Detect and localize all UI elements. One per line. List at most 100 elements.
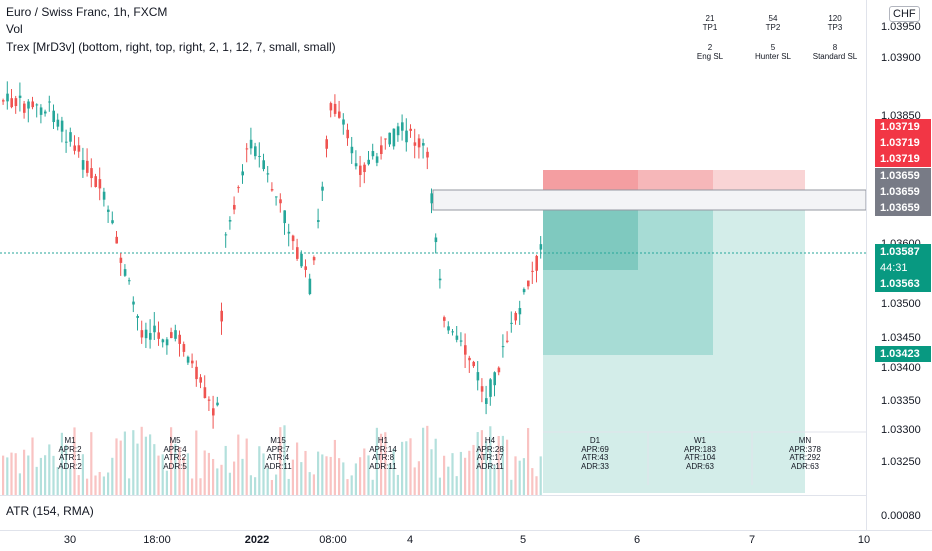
atr-legend[interactable]: ATR (154, RMA) bbox=[6, 504, 94, 518]
candle-body bbox=[212, 408, 215, 416]
timeframe-adr: ADR:63 bbox=[685, 461, 714, 471]
volume-bar bbox=[115, 438, 118, 495]
volume-bar bbox=[489, 426, 492, 495]
volume-bar bbox=[493, 464, 496, 495]
timeframe-stats-m1: M1 APR:2 ATR:1 ADR:2 bbox=[35, 436, 105, 471]
time-label: 4 bbox=[406, 534, 414, 546]
volume-bar bbox=[501, 435, 504, 495]
candle-body bbox=[409, 128, 412, 131]
price-axis[interactable]: CHF 1.03950 1.03900 1.03850 1.03600 1.03… bbox=[866, 0, 932, 530]
atr-pane[interactable]: ATR (154, RMA) bbox=[0, 495, 866, 531]
candle-body bbox=[136, 315, 139, 318]
volume-bar bbox=[350, 475, 353, 495]
candle-body bbox=[539, 244, 543, 250]
candle-body bbox=[249, 139, 253, 149]
timeframe-atr: ATR:4 bbox=[266, 453, 290, 463]
candle-body bbox=[31, 101, 34, 108]
volume-bar bbox=[52, 455, 55, 495]
volume-bar bbox=[107, 472, 110, 495]
volume-bar bbox=[434, 438, 437, 495]
candle-body bbox=[287, 231, 291, 234]
volume-bar bbox=[275, 474, 278, 495]
time-label: 5 bbox=[519, 534, 527, 546]
timeframe-stats-m5: M5 APR:4 ATR:2 ADR:5 bbox=[140, 436, 210, 471]
timeframe-adr: ADR:11 bbox=[264, 461, 292, 471]
candle-body bbox=[300, 253, 303, 267]
time-axis[interactable]: 30 18:00 2022 08:00 4 5 6 7 10 bbox=[0, 530, 932, 551]
currency-selector-icon[interactable]: CHF bbox=[889, 6, 920, 22]
volume-bar bbox=[69, 468, 72, 495]
volume-bar bbox=[291, 459, 294, 495]
candle-body bbox=[304, 266, 307, 270]
volume-bar bbox=[73, 427, 76, 495]
volume-bar bbox=[254, 477, 257, 495]
volume-bar bbox=[90, 432, 93, 495]
price-tick: 1.03300 bbox=[881, 424, 921, 436]
volume-bar bbox=[443, 455, 446, 495]
price-tick: 1.03950 bbox=[881, 21, 921, 33]
candle-body bbox=[39, 107, 43, 115]
volume-bar bbox=[136, 443, 139, 495]
volume-bar bbox=[312, 474, 315, 495]
price-tick: 1.03450 bbox=[881, 332, 921, 344]
time-label: 6 bbox=[633, 534, 641, 546]
candle-body bbox=[392, 128, 396, 147]
candle-body bbox=[501, 346, 505, 348]
volume-legend[interactable]: Vol bbox=[6, 22, 23, 36]
volume-bar bbox=[438, 477, 441, 495]
candle-body bbox=[191, 360, 194, 364]
volume-bar bbox=[186, 453, 189, 495]
timeframe-stats-mn: MN APR:378 ATR:292 ADR:63 bbox=[770, 436, 840, 471]
candle-body bbox=[367, 159, 370, 165]
timeframe-name: M5 bbox=[169, 436, 181, 445]
price-chart[interactable] bbox=[0, 0, 866, 495]
volume-bar bbox=[296, 442, 299, 495]
candle-body bbox=[220, 310, 223, 322]
volume-bar bbox=[102, 476, 105, 495]
timeframe-atr: ATR:1 bbox=[58, 453, 82, 463]
timeframe-stats-h4: H4 APR:28 ATR:17 ADR:11 bbox=[455, 436, 525, 471]
candle-body bbox=[52, 110, 55, 123]
candle-body bbox=[350, 146, 354, 154]
candle-body bbox=[291, 235, 295, 242]
indicator-legend[interactable]: Trex [MrD3v] (bottom, right, top, right,… bbox=[6, 40, 336, 54]
candle-body bbox=[199, 377, 202, 383]
symbol-title[interactable]: Euro / Swiss Franc, 1h, FXCM bbox=[6, 5, 168, 19]
candle-body bbox=[195, 366, 198, 380]
volume-bar bbox=[31, 437, 34, 495]
candle-body bbox=[65, 141, 68, 143]
candle-body bbox=[35, 104, 39, 106]
standard-sl-cell: 8 Standard SL bbox=[812, 43, 858, 61]
volume-bar bbox=[111, 457, 114, 495]
candle-body bbox=[527, 280, 530, 287]
price-tag-green: 1.03423 bbox=[875, 346, 931, 362]
volume-bar bbox=[531, 468, 534, 495]
price-tick: 1.03400 bbox=[881, 362, 921, 374]
candle-body bbox=[329, 103, 333, 111]
current-price-tag: 1.03587 bbox=[875, 244, 931, 260]
candle-body bbox=[279, 199, 282, 204]
timeframe-apr: APR:378 bbox=[788, 444, 822, 454]
volume-bar bbox=[6, 457, 9, 495]
candle-body bbox=[18, 95, 22, 98]
candle-body bbox=[384, 138, 387, 140]
time-label: 18:00 bbox=[143, 534, 171, 546]
eng-sl-cell: 2 Eng SL bbox=[696, 43, 724, 61]
candle-body bbox=[266, 173, 270, 175]
chart-pane[interactable]: Euro / Swiss Franc, 1h, FXCM Vol Trex [M… bbox=[0, 0, 866, 495]
volume-bar bbox=[203, 450, 206, 495]
volume-bar bbox=[157, 455, 160, 495]
volume-bar bbox=[220, 464, 223, 495]
candle-body bbox=[237, 187, 240, 189]
candle-body bbox=[2, 100, 5, 102]
volume-bar bbox=[174, 443, 177, 495]
timeframe-stats-h1: H1 APR:14 ATR:8 ADR:11 bbox=[348, 436, 418, 471]
candle-body bbox=[472, 361, 475, 367]
candle-body bbox=[203, 387, 207, 399]
price-tick: 1.03500 bbox=[881, 298, 921, 310]
volume-bar bbox=[18, 473, 21, 495]
volume-bar bbox=[2, 455, 5, 495]
candle-body bbox=[476, 372, 480, 381]
volume-bar bbox=[77, 475, 80, 495]
